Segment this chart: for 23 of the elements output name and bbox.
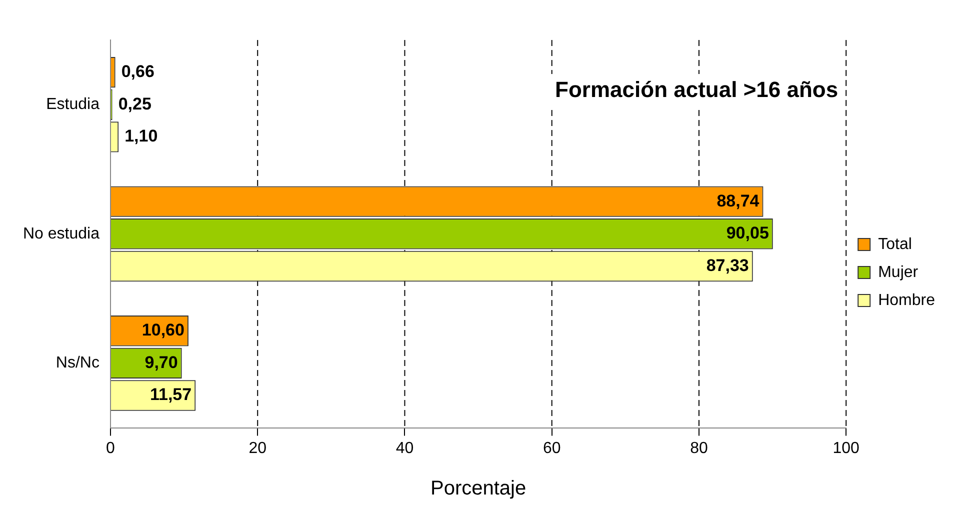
data-label: 87,33 [706,256,749,275]
legend-label: Mujer [878,264,919,281]
legend-label: Total [878,236,912,253]
data-label: 11,57 [150,385,192,404]
data-label: 0,66 [121,62,154,82]
x-tick-label: 40 [396,440,414,457]
y-tick-label: Estudia [46,96,100,114]
x-tick-label: 80 [690,440,708,457]
y-tick-label: Ns/Nc [56,354,100,372]
x-tick-label: 0 [106,440,116,457]
legend-label: Hombre [878,292,936,309]
data-label: 1,10 [124,126,158,146]
data-label: 10,60 [142,320,184,340]
x-tick-label: 20 [248,440,267,457]
x-tick-label: 100 [832,440,860,457]
data-label: 9,70 [144,352,178,372]
x-tick-label: 60 [542,440,561,457]
x-axis-title: Porcentaje [430,478,526,500]
data-label: 0,25 [118,94,152,114]
y-tick-label: No estudia [22,225,100,242]
data-label: 90,05 [726,224,769,243]
text: Formación actual >16 años [555,77,838,102]
data-label: 88,74 [716,191,760,210]
